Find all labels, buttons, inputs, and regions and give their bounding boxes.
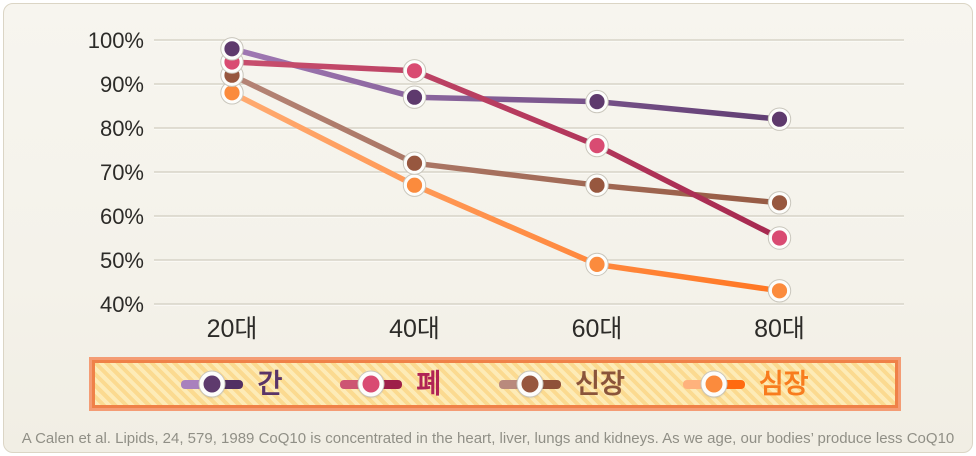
data-point-liver: [589, 94, 605, 110]
source-footnote: A Calen et al. Lipids, 24, 579, 1989 CoQ…: [21, 430, 955, 447]
data-point-kidney: [771, 195, 788, 211]
data-point-heart: [771, 283, 788, 299]
gridlines: 100% 90% 80% 70% 60% 50% 40%: [88, 28, 904, 317]
legend-label: 간: [257, 368, 283, 399]
legend-label: 심장: [758, 368, 809, 399]
legend-item-lung: 폐: [340, 368, 442, 399]
coq10-line-chart: 100% 90% 80% 70% 60% 50% 40% 20대 40대 60대 80대: [88, 28, 904, 343]
data-point-heart: [589, 256, 605, 272]
legend-marker-liver: [199, 371, 225, 397]
series-line-heart: [229, 90, 783, 294]
series-line-kidney: [229, 72, 783, 206]
legend-line-sample: [340, 371, 403, 397]
data-point-lung: [771, 230, 788, 246]
chart-legend: 간 폐 신장 심장: [92, 360, 898, 408]
legend-line-sample: [499, 371, 562, 397]
legend-label: 폐: [416, 368, 442, 399]
data-point-kidney: [589, 177, 605, 193]
legend-item-heart: 심장: [682, 368, 809, 399]
x-axis-label: 60대: [572, 315, 623, 343]
x-axis-label: 40대: [389, 315, 440, 343]
data-point-liver: [771, 111, 788, 127]
data-point-liver: [406, 89, 423, 105]
legend-item-liver: 간: [181, 368, 283, 399]
data-point-kidney: [406, 155, 423, 171]
y-tick-label: 40%: [100, 292, 144, 317]
y-tick-label: 80%: [100, 116, 144, 141]
legend-marker-kidney: [517, 371, 543, 397]
y-tick-label: 50%: [100, 248, 144, 273]
data-point-heart: [224, 85, 240, 101]
series-line-liver: [229, 46, 783, 122]
legend-marker-heart: [701, 371, 727, 397]
series-line-lung: [229, 59, 783, 241]
legend-marker-lung: [358, 371, 384, 397]
data-point-heart: [406, 177, 423, 193]
x-axis-label: 20대: [207, 315, 258, 343]
y-tick-label: 60%: [100, 204, 144, 229]
x-axis-label: 80대: [754, 315, 805, 343]
legend-line-sample: [682, 371, 745, 397]
y-tick-label: 100%: [88, 28, 144, 53]
y-tick-label: 90%: [100, 72, 144, 97]
data-point-liver: [224, 41, 240, 57]
legend-item-kidney: 신장: [499, 368, 625, 399]
data-point-lung: [406, 63, 423, 79]
chart-panel: 100% 90% 80% 70% 60% 50% 40% 20대 40대 60대 80대 간 폐 신장 심…: [3, 3, 973, 453]
legend-line-sample: [181, 371, 244, 397]
legend-label: 신장: [575, 368, 625, 399]
y-tick-label: 70%: [100, 160, 144, 185]
data-point-lung: [589, 138, 605, 154]
